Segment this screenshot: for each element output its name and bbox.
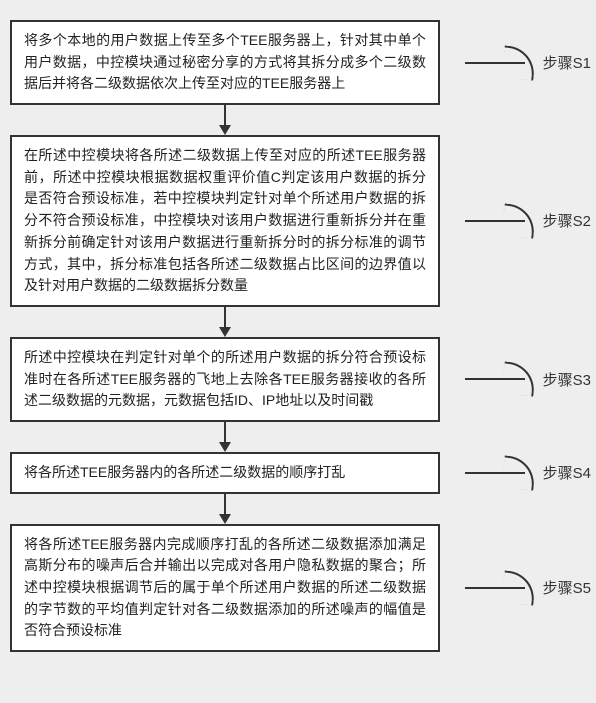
connector-line — [465, 587, 525, 589]
step-row: 将各所述TEE服务器内完成顺序打乱的各所述二级数据添加满足高斯分布的噪声后合并输… — [10, 524, 586, 652]
step-box: 将多个本地的用户数据上传至多个TEE服务器上，针对其中单个用户数据，中控模块通过… — [10, 20, 440, 105]
step-row: 将多个本地的用户数据上传至多个TEE服务器上，针对其中单个用户数据，中控模块通过… — [10, 20, 586, 105]
step-label-wrap: 步骤S5 — [465, 577, 591, 598]
step-label: 步骤S4 — [543, 462, 591, 483]
step-row: 在所述中控模块将各所述二级数据上传至对应的所述TEE服务器前，所述中控模块根据数… — [10, 135, 586, 307]
arrow-head — [219, 442, 231, 452]
arrow-head — [219, 125, 231, 135]
connector-line — [465, 62, 525, 64]
step-box: 将各所述TEE服务器内完成顺序打乱的各所述二级数据添加满足高斯分布的噪声后合并输… — [10, 524, 440, 652]
arrow-head — [219, 514, 231, 524]
connector-line — [465, 378, 525, 380]
arrow-line — [224, 494, 226, 514]
step-box: 所述中控模块在判定针对单个的所述用户数据的拆分符合预设标准时在各所述TEE服务器… — [10, 337, 440, 422]
step-label-wrap: 步骤S4 — [465, 462, 591, 483]
step-label-wrap: 步骤S1 — [465, 52, 591, 73]
step-box: 在所述中控模块将各所述二级数据上传至对应的所述TEE服务器前，所述中控模块根据数… — [10, 135, 440, 307]
step-row: 所述中控模块在判定针对单个的所述用户数据的拆分符合预设标准时在各所述TEE服务器… — [10, 337, 586, 422]
flowchart: 将多个本地的用户数据上传至多个TEE服务器上，针对其中单个用户数据，中控模块通过… — [10, 20, 586, 652]
arrow-line — [224, 422, 226, 442]
step-label: 步骤S2 — [543, 210, 591, 231]
step-label: 步骤S5 — [543, 577, 591, 598]
step-row: 将各所述TEE服务器内的各所述二级数据的顺序打乱步骤S4 — [10, 452, 586, 494]
arrow-head — [219, 327, 231, 337]
step-label: 步骤S1 — [543, 52, 591, 73]
step-label-wrap: 步骤S2 — [465, 210, 591, 231]
step-label: 步骤S3 — [543, 369, 591, 390]
connector-line — [465, 472, 525, 474]
step-box: 将各所述TEE服务器内的各所述二级数据的顺序打乱 — [10, 452, 440, 494]
arrow-line — [224, 307, 226, 327]
connector-line — [465, 220, 525, 222]
arrow-line — [224, 105, 226, 125]
step-label-wrap: 步骤S3 — [465, 369, 591, 390]
